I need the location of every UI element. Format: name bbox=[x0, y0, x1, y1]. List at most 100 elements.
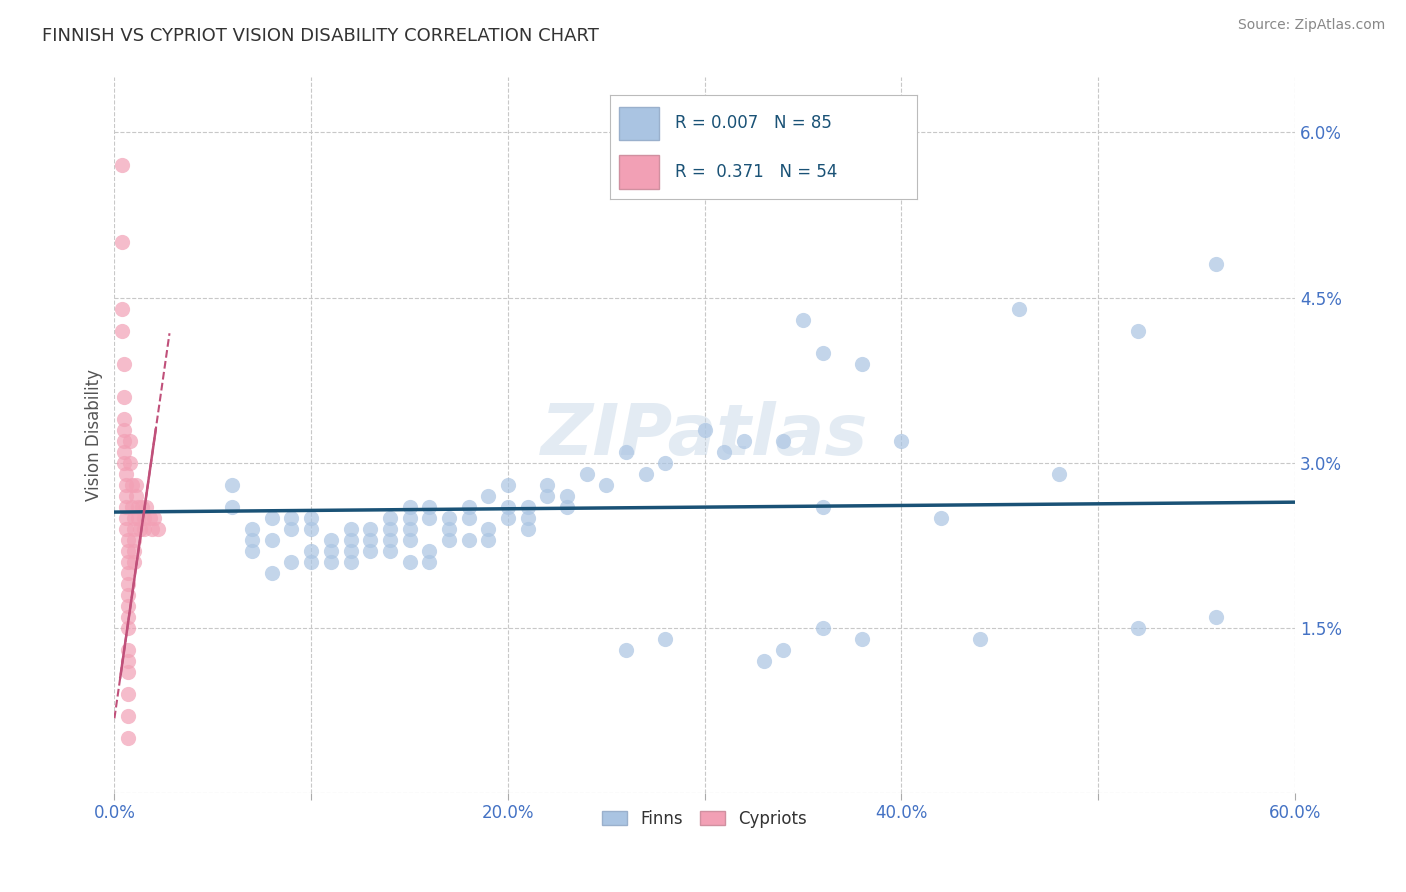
Point bbox=[115, 467, 138, 481]
Point bbox=[398, 500, 420, 514]
Point bbox=[299, 543, 322, 558]
Point bbox=[418, 555, 440, 569]
Point bbox=[555, 500, 578, 514]
Point bbox=[117, 588, 139, 602]
Point bbox=[117, 576, 139, 591]
Point bbox=[280, 510, 302, 524]
Point bbox=[127, 500, 149, 514]
Point bbox=[121, 500, 143, 514]
Point bbox=[112, 357, 135, 371]
Point bbox=[457, 510, 479, 524]
Point bbox=[111, 159, 134, 173]
Point bbox=[359, 522, 381, 536]
Point bbox=[131, 500, 153, 514]
Point bbox=[772, 642, 794, 657]
Point bbox=[418, 500, 440, 514]
Point bbox=[112, 444, 135, 458]
Point bbox=[117, 555, 139, 569]
Point bbox=[260, 510, 283, 524]
Point bbox=[111, 301, 134, 316]
Point bbox=[536, 477, 558, 491]
Point bbox=[378, 543, 401, 558]
Point bbox=[115, 489, 138, 503]
Point bbox=[122, 543, 145, 558]
Point bbox=[772, 434, 794, 448]
Point bbox=[117, 731, 139, 745]
Point bbox=[122, 555, 145, 569]
Point bbox=[117, 642, 139, 657]
Point bbox=[115, 510, 138, 524]
Point bbox=[359, 543, 381, 558]
Point bbox=[112, 390, 135, 404]
Point bbox=[398, 510, 420, 524]
Point bbox=[1205, 609, 1227, 624]
Point bbox=[125, 477, 148, 491]
Point bbox=[125, 489, 148, 503]
Point bbox=[378, 522, 401, 536]
Point bbox=[112, 456, 135, 470]
Point bbox=[477, 533, 499, 547]
Point bbox=[260, 566, 283, 580]
Point bbox=[536, 489, 558, 503]
Point bbox=[339, 522, 361, 536]
Point bbox=[811, 345, 834, 359]
Point bbox=[890, 434, 912, 448]
Point bbox=[117, 654, 139, 668]
Point bbox=[142, 510, 165, 524]
Point bbox=[437, 522, 460, 536]
Point bbox=[117, 566, 139, 580]
Point bbox=[477, 489, 499, 503]
Point bbox=[398, 522, 420, 536]
Point bbox=[851, 632, 873, 646]
Point bbox=[299, 510, 322, 524]
Point bbox=[614, 642, 637, 657]
Point bbox=[117, 599, 139, 613]
Point bbox=[122, 510, 145, 524]
Point bbox=[240, 522, 263, 536]
Point bbox=[733, 434, 755, 448]
Point bbox=[595, 477, 617, 491]
Point bbox=[135, 500, 157, 514]
Point bbox=[1008, 301, 1031, 316]
Point bbox=[477, 522, 499, 536]
Point bbox=[117, 621, 139, 635]
Point bbox=[496, 510, 519, 524]
Point bbox=[811, 500, 834, 514]
Point bbox=[516, 500, 538, 514]
Point bbox=[496, 477, 519, 491]
Point bbox=[280, 555, 302, 569]
Point bbox=[319, 533, 342, 547]
Point bbox=[141, 522, 163, 536]
Point bbox=[127, 510, 149, 524]
Point bbox=[260, 533, 283, 547]
Point bbox=[398, 533, 420, 547]
Point bbox=[752, 654, 775, 668]
Point bbox=[221, 477, 243, 491]
Legend: Finns, Cypriots: Finns, Cypriots bbox=[596, 803, 814, 834]
Point bbox=[240, 543, 263, 558]
Point bbox=[115, 477, 138, 491]
Point bbox=[1126, 621, 1149, 635]
Point bbox=[555, 489, 578, 503]
Point bbox=[457, 500, 479, 514]
Point bbox=[496, 500, 519, 514]
Point bbox=[792, 312, 814, 326]
Point bbox=[1126, 324, 1149, 338]
Point bbox=[121, 477, 143, 491]
Point bbox=[713, 444, 735, 458]
Point bbox=[221, 500, 243, 514]
Point bbox=[437, 533, 460, 547]
Point bbox=[516, 510, 538, 524]
Y-axis label: Vision Disability: Vision Disability bbox=[86, 369, 103, 501]
Point bbox=[614, 444, 637, 458]
Point bbox=[1047, 467, 1070, 481]
Point bbox=[516, 522, 538, 536]
Point bbox=[693, 423, 716, 437]
Point bbox=[115, 522, 138, 536]
Point bbox=[146, 522, 169, 536]
Text: ZIPatlas: ZIPatlas bbox=[541, 401, 869, 469]
Point bbox=[398, 555, 420, 569]
Point bbox=[437, 510, 460, 524]
Point bbox=[111, 235, 134, 250]
Point bbox=[929, 510, 952, 524]
